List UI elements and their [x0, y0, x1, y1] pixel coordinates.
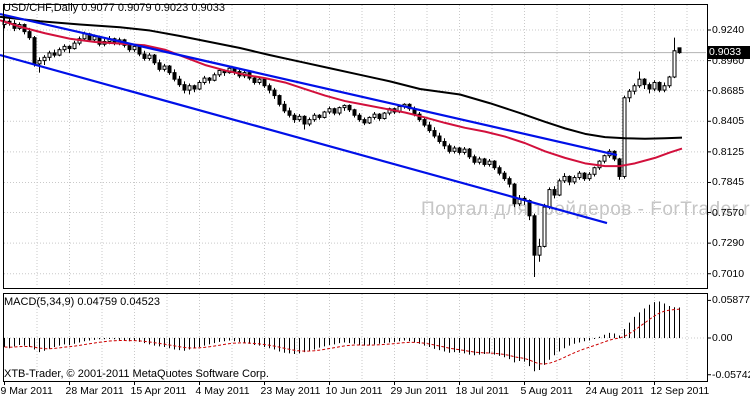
date-axis-label: 5 Aug 2011 [520, 385, 573, 397]
macd-axis-label: -0.05742 [712, 368, 750, 381]
copyright-text: XTB-Trader, © 2001-2011 MetaQuotes Softw… [4, 368, 269, 380]
price-axis-label: 0.9240 [712, 24, 745, 36]
candlestick-series [2, 16, 682, 278]
macd-axis-label: 0.00 [712, 332, 733, 344]
date-axis-label: 18 Jul 2011 [455, 385, 510, 397]
date-axis-label: 12 Sep 2011 [650, 385, 710, 397]
price-axis-label: 0.8125 [712, 145, 745, 158]
date-axis-label: 24 Aug 2011 [585, 385, 644, 397]
price-axis-label: 0.7290 [712, 237, 745, 250]
current-price-box: 0.9033 [707, 45, 750, 59]
macd-indicator [4, 301, 680, 372]
date-axis-label: 23 May 2011 [260, 385, 321, 397]
price-axis-label: 0.7570 [712, 206, 745, 219]
price-axis-label: 0.8685 [712, 84, 745, 97]
pane-separator[interactable] [0, 288, 750, 293]
price-axis-label: 0.7845 [712, 176, 745, 189]
axis-ticks [4, 29, 711, 385]
date-axis-label: 4 May 2011 [195, 385, 250, 397]
ma-slow-line [0, 15, 683, 140]
ma-fast-line [0, 19, 683, 168]
date-axis-label: 29 Jun 2011 [390, 385, 448, 397]
macd-indicator-label: MACD(5,34,9) 0.04759 0.04523 [4, 296, 160, 308]
date-axis-label: 15 Apr 2011 [130, 385, 187, 397]
price-axis-label: 0.7010 [712, 267, 745, 280]
chart-title: USD/CHF,Daily 0.9077 0.9079 0.9023 0.903… [3, 2, 225, 14]
date-axis-label: 28 Mar 2011 [65, 385, 124, 397]
grid-layer [4, 5, 706, 380]
watermark: Портал для трейдеров - ForTrader.ru [421, 199, 750, 220]
price-axis-label: 0.8405 [712, 115, 745, 128]
trend-channel-lines[interactable] [0, 12, 618, 225]
date-axis-label: 10 Jun 2011 [325, 385, 383, 397]
macd-axis-label: 0.05877 [712, 294, 750, 307]
date-axis-label: 9 Mar 2011 [0, 385, 53, 397]
